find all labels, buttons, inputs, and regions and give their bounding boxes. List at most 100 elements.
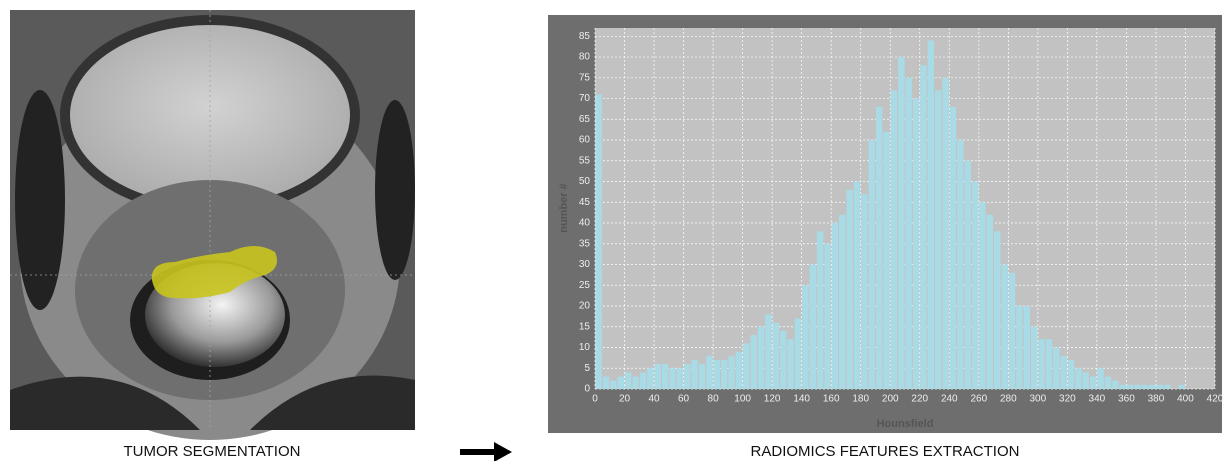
bar [691,359,698,389]
x-tick-label: 260 [970,394,987,405]
y-tick-label: 30 [579,259,591,270]
bar [595,94,602,389]
bar [676,368,684,389]
x-tick-label: 300 [1030,394,1047,405]
bar [1149,384,1156,389]
y-tick-label: 5 [584,363,590,374]
bar [735,351,743,389]
bar [1016,306,1023,389]
bar [920,65,927,390]
y-tick-label: 35 [579,238,591,249]
x-tick-label: 40 [648,394,660,405]
bar [706,355,713,389]
bar [824,243,831,389]
y-tick-label: 10 [579,342,591,353]
bar [816,231,824,389]
bar [949,106,957,389]
x-tick-label: 360 [1118,394,1135,405]
bar [1067,359,1075,389]
bar [625,372,632,389]
bar [957,140,964,389]
bar [868,140,875,389]
y-tick-label: 65 [579,114,591,125]
bar [875,106,883,389]
bar [935,90,942,389]
bar [750,335,757,389]
bar [632,376,639,389]
bar [927,40,935,390]
bar [979,202,986,389]
bar [1045,339,1053,389]
bar [698,364,706,389]
arrow [460,442,512,462]
plot-area [595,28,1215,389]
bar [1119,384,1126,389]
bar [757,326,765,389]
x-tick-label: 340 [1089,394,1106,405]
x-tick-label: 60 [678,394,690,405]
x-tick-label: 240 [941,394,958,405]
bar [831,223,839,389]
y-tick-label: 55 [579,155,591,166]
mri-image [10,10,415,440]
bar [912,98,920,390]
x-tick-label: 380 [1148,394,1165,405]
bar [942,77,949,390]
bar [1112,380,1119,389]
bar [1075,368,1082,389]
bar [765,314,772,389]
y-tick-label: 60 [579,135,591,146]
y-tick-label: 40 [579,218,591,229]
bar [1001,264,1008,389]
bar [661,364,669,389]
bar [1126,384,1134,389]
bar [1090,376,1097,389]
bar [743,343,750,389]
x-tick-label: 20 [619,394,631,405]
x-tick-label: 80 [708,394,720,405]
bar [647,368,654,389]
bar [994,231,1001,389]
bar [853,181,861,389]
bar [905,77,912,390]
bar [728,355,735,389]
bar [1141,384,1149,389]
left-caption: TUMOR SEGMENTATION [124,443,301,460]
y-tick-label: 85 [579,31,591,42]
x-tick-label: 180 [852,394,869,405]
bar [617,376,625,389]
y-tick-label: 25 [579,280,591,291]
bar [1104,376,1112,389]
bar [1163,384,1171,389]
bar [964,160,971,389]
bar [1060,355,1067,389]
y-tick-label: 80 [579,52,591,63]
bar [861,193,868,389]
bar [839,214,846,389]
bar [846,189,853,389]
bar [639,372,647,389]
bar [971,181,979,389]
bar [986,214,994,389]
bar [610,380,617,389]
bar [1038,339,1045,389]
x-tick-label: 280 [1000,394,1017,405]
y-tick-label: 75 [579,72,591,83]
bar [1053,347,1060,389]
bar [1134,384,1141,389]
bar [883,131,890,389]
y-tick-label: 0 [584,384,590,395]
bar [898,57,905,389]
bar [1082,372,1090,389]
x-tick-label: 120 [764,394,781,405]
x-tick-label: 0 [592,394,598,405]
bar [780,330,787,389]
right-caption: RADIOMICS FEATURES EXTRACTION [751,443,1020,460]
bar [669,368,676,389]
y-tick-label: 50 [579,176,591,187]
y-tick-label: 20 [579,301,591,312]
x-tick-label: 220 [911,394,928,405]
x-tick-label: 320 [1059,394,1076,405]
y-tick-label: 15 [579,321,591,332]
